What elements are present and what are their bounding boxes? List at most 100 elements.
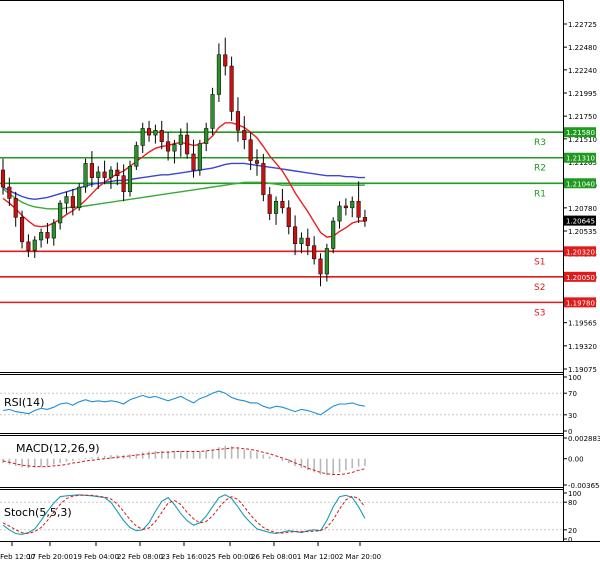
- candle: [178, 128, 183, 157]
- candle: [343, 198, 348, 216]
- candle-body: [159, 130, 164, 142]
- price-tick-label: 1.19075: [568, 366, 597, 374]
- candle: [26, 234, 31, 257]
- candle-body: [280, 200, 285, 209]
- level-price-label: 1.21580: [566, 129, 595, 137]
- candle: [7, 177, 12, 206]
- level-name-s3: S3: [534, 308, 545, 318]
- price-tick-label: 1.22240: [568, 67, 597, 75]
- level-price-tag: [564, 271, 596, 282]
- macd-signal-line: [2, 447, 366, 475]
- price-tick-label: 1.22725: [568, 21, 597, 29]
- candle-body: [32, 239, 37, 251]
- candle: [356, 181, 361, 223]
- candle: [318, 253, 323, 287]
- indicator-tick-label: 70: [568, 390, 577, 398]
- candle-body: [39, 232, 44, 241]
- candle: [127, 160, 133, 197]
- candle: [274, 196, 279, 225]
- candle-body: [20, 217, 25, 243]
- candle-body: [274, 200, 279, 214]
- indicator-tick-label: 0.002883: [568, 435, 600, 443]
- candle-body: [166, 141, 171, 152]
- candle: [254, 149, 260, 176]
- candle: [39, 228, 44, 248]
- candle: [286, 200, 291, 235]
- price-tick-label: 1.22480: [568, 44, 597, 52]
- candle: [115, 162, 120, 186]
- candle-body: [254, 160, 260, 164]
- candle: [70, 188, 75, 216]
- candle: [0, 158, 6, 195]
- candle: [191, 139, 196, 178]
- time-tick-label: 23 Feb 16:00: [161, 553, 207, 561]
- candle-body: [356, 200, 361, 218]
- candle: [305, 228, 310, 256]
- candle: [242, 116, 247, 150]
- candle-body: [108, 169, 114, 178]
- candle: [293, 215, 298, 256]
- candle: [89, 151, 94, 188]
- candle: [261, 153, 266, 202]
- candle-body: [299, 237, 304, 245]
- candle: [229, 56, 234, 121]
- candle-body: [312, 245, 317, 260]
- candle-body: [134, 145, 139, 167]
- candle: [102, 160, 107, 185]
- stoch-k-line: [2, 494, 366, 535]
- level-price-tag: [564, 152, 596, 163]
- candle-body: [127, 166, 133, 193]
- level-name-s1: S1: [534, 257, 545, 267]
- candle-body: [261, 163, 266, 195]
- candle-body: [70, 196, 75, 209]
- candle-body: [267, 194, 272, 214]
- candle-body: [242, 130, 247, 141]
- candle-body: [235, 111, 240, 131]
- price-tick-label: 1.21265: [568, 159, 597, 167]
- price-tick-label: 1.21750: [568, 113, 597, 121]
- price-tick-label: 1.20535: [568, 228, 597, 236]
- candle-body: [51, 222, 56, 239]
- time-tick-label: 22 Feb 08:00: [117, 553, 163, 561]
- indicator-tick-label: 30: [568, 412, 577, 420]
- candle: [140, 122, 145, 154]
- time-tick-label: 17 Feb 12:00: [0, 553, 35, 561]
- candle: [331, 217, 336, 254]
- level-name-r1: R1: [534, 189, 546, 199]
- candle: [147, 120, 152, 142]
- candle: [134, 141, 139, 171]
- indicator-tick-label: 100: [568, 490, 581, 498]
- candle-body: [77, 186, 82, 209]
- level-price-tag: [564, 297, 596, 308]
- ma-blue-line: [2, 162, 365, 201]
- candle: [77, 183, 82, 211]
- candle-body: [172, 144, 177, 152]
- candle: [299, 232, 304, 254]
- current-price-tag: [564, 215, 596, 226]
- price-tick-label: 1.20780: [568, 205, 597, 213]
- level-name-r2: R2: [534, 164, 546, 174]
- moving-averages: [2, 122, 365, 238]
- candle: [204, 122, 209, 152]
- candle: [83, 158, 88, 193]
- candle-body: [229, 65, 234, 112]
- candlesticks: [0, 37, 367, 287]
- candle: [20, 210, 25, 249]
- candle-body: [83, 163, 88, 188]
- candle-body: [343, 205, 348, 209]
- indicator-tick-label: 20: [568, 527, 577, 535]
- candle: [32, 236, 37, 258]
- candle-body: [185, 134, 190, 155]
- time-tick-label: 26 Feb 08:00: [251, 553, 297, 561]
- candle: [223, 37, 228, 76]
- candle-body: [197, 143, 202, 171]
- level-price-label: 1.21310: [566, 155, 595, 163]
- indicator-tick-label: 0: [568, 428, 572, 436]
- candle-body: [191, 153, 196, 171]
- level-name-r3: R3: [534, 138, 546, 148]
- candle: [96, 166, 101, 189]
- indicator-tick-label: 0: [568, 536, 572, 544]
- candle-body: [293, 226, 298, 245]
